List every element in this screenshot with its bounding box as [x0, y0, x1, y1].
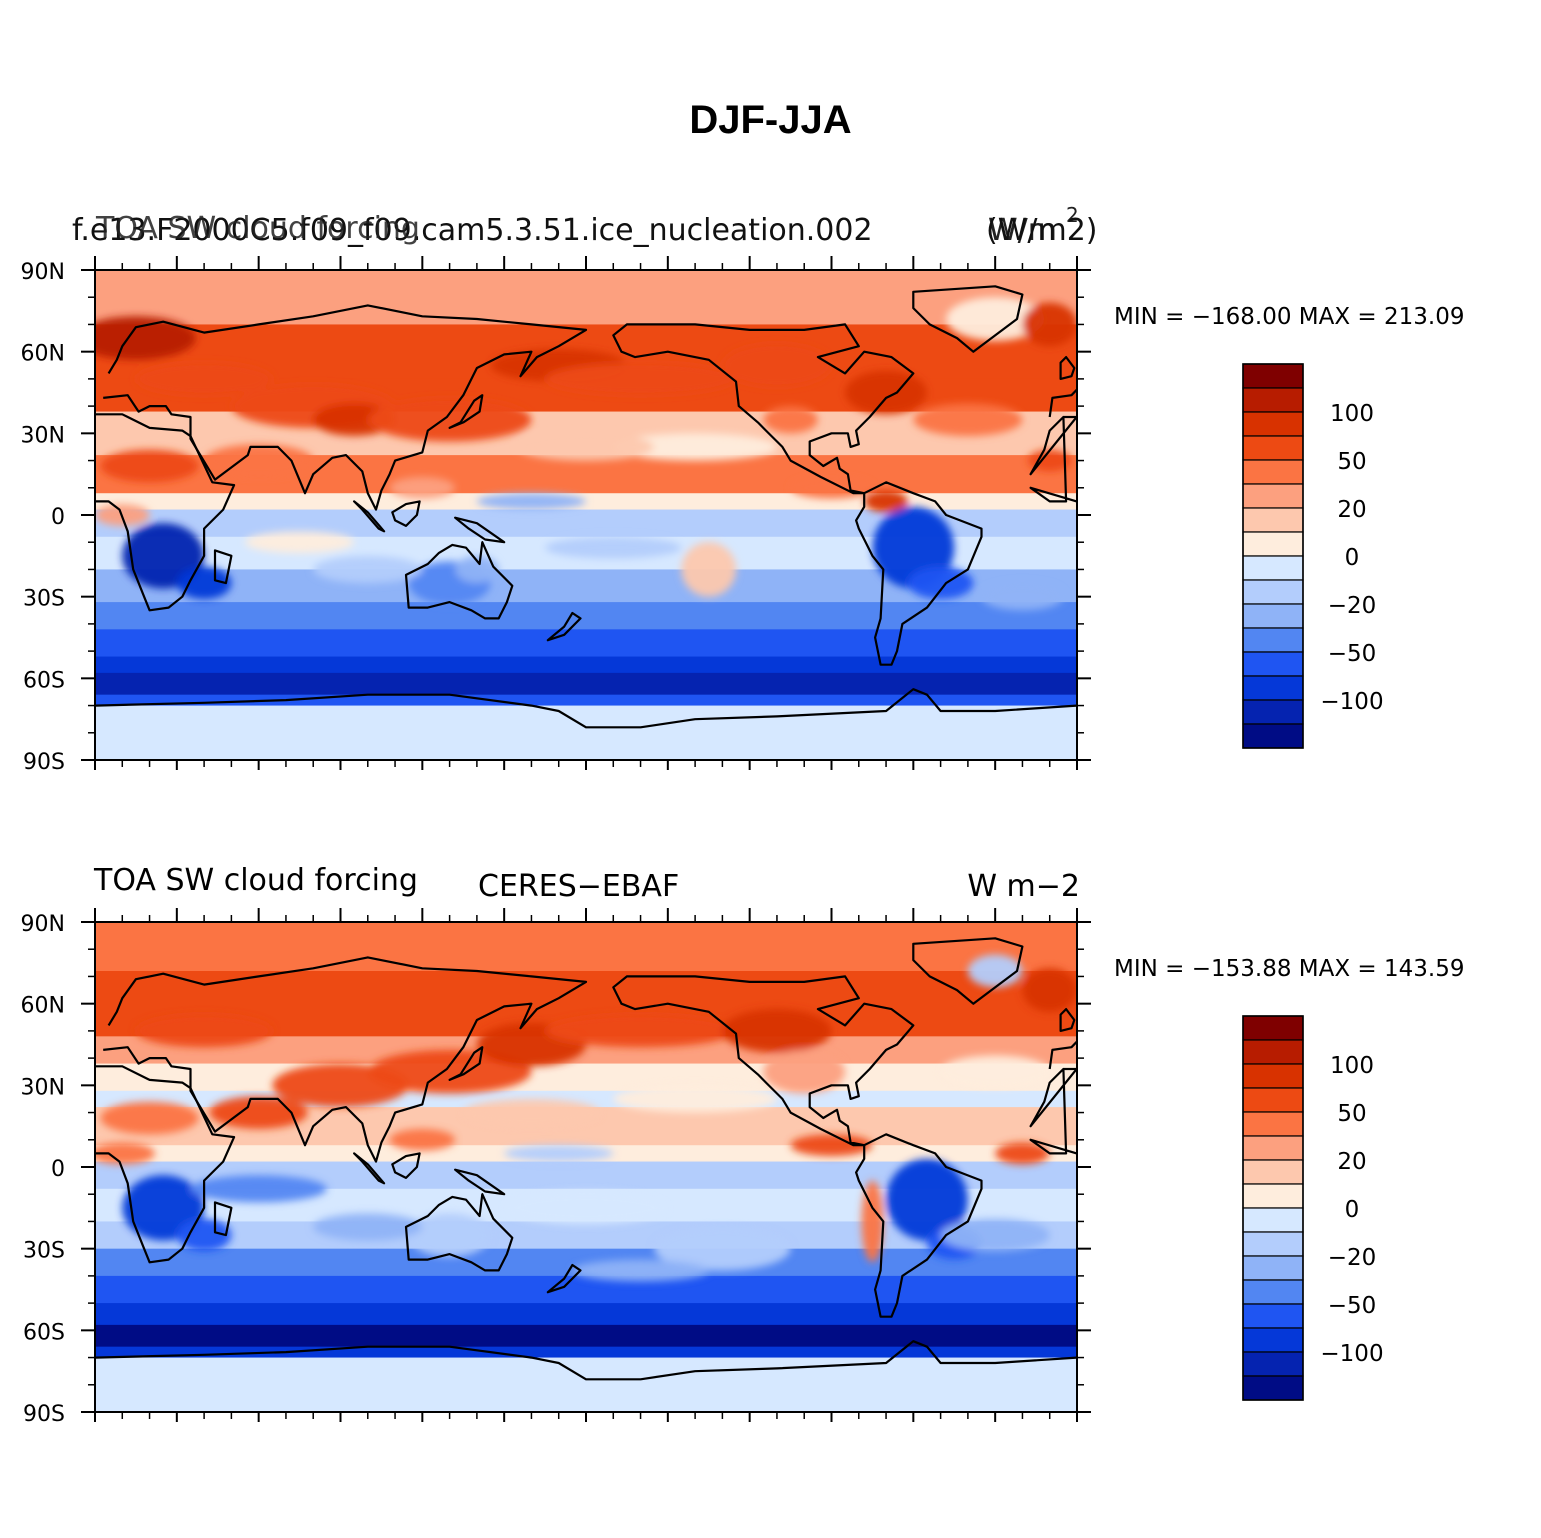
- lat-tick-label: 90N: [21, 260, 65, 285]
- panel-observation: 90N60N30N030S60S90S030E60E90E120E150E180…: [21, 863, 1465, 1422]
- colorbar-swatch: [1242, 675, 1304, 701]
- colorbar-swatch: [1242, 507, 1304, 533]
- colorbar-swatch: [1242, 627, 1304, 653]
- colorbar-label: 100: [1330, 401, 1374, 427]
- colorbar-swatch: [1242, 363, 1304, 389]
- colorbar-swatch: [1242, 723, 1304, 749]
- colorbar-swatch: [1242, 1087, 1304, 1113]
- lat-tick-label: 90N: [21, 912, 65, 937]
- colorbar-swatch: [1242, 1015, 1304, 1041]
- colorbar-swatch: [1242, 1255, 1304, 1281]
- center-title: CERES−EBAF: [478, 869, 679, 904]
- colorbar-swatch: [1242, 531, 1304, 557]
- colorbar-swatch: [1242, 1231, 1304, 1257]
- colorbar-label: 50: [1337, 1101, 1366, 1127]
- colorbar-swatch: [1242, 1039, 1304, 1065]
- right-title: (W/m2): [986, 213, 1098, 248]
- colorbar-swatch: [1242, 1351, 1304, 1377]
- lat-tick-label: 90S: [23, 750, 65, 770]
- colorbar-swatch: [1242, 555, 1304, 581]
- colorbar-label: −50: [1328, 1293, 1377, 1319]
- left-title: TOA SW cloud forcing: [93, 863, 418, 898]
- lat-tick-label: 30N: [21, 1075, 65, 1100]
- lat-tick-label: 60S: [23, 668, 65, 693]
- colorbar-swatch: [1242, 411, 1304, 437]
- colorbar-label: −20: [1328, 1245, 1377, 1271]
- lat-tick-label: 60N: [21, 342, 65, 367]
- colorbar-label: −20: [1328, 593, 1377, 619]
- lat-tick-label: 60S: [23, 1320, 65, 1345]
- min-max-text: MIN = −153.88 MAX = 143.59: [1114, 956, 1465, 982]
- colorbar-swatch: [1242, 1375, 1304, 1401]
- colorbar-swatch: [1242, 387, 1304, 413]
- colorbar-swatch: [1242, 435, 1304, 461]
- colorbar-label: −100: [1320, 1341, 1383, 1367]
- lat-tick-label: 30S: [23, 1239, 65, 1264]
- left-title: TOA SW cloud forcing: [95, 211, 420, 246]
- colorbar-swatch: [1242, 579, 1304, 605]
- colorbar-swatch: [1242, 1327, 1304, 1353]
- map-axes: 90N60N30N030S60S90S030E60E90E120E150E180…: [21, 256, 1091, 770]
- lat-tick-label: 30S: [23, 587, 65, 612]
- colorbar-swatch: [1242, 1279, 1304, 1305]
- colorbar-swatch: [1242, 1135, 1304, 1161]
- colorbar-label: −100: [1320, 689, 1383, 715]
- lat-tick-label: 60N: [21, 994, 65, 1019]
- min-max-text: MIN = −168.00 MAX = 213.09: [1114, 304, 1465, 330]
- page-title: DJF-JJA: [689, 98, 852, 142]
- center-title: f.e13.F2000C5.f09_f09.cam5.3.51.ice_nucl…: [72, 213, 873, 248]
- map-axes: 90N60N30N030S60S90S030E60E90E120E150E180…: [21, 908, 1091, 1422]
- right-title: W m−2: [967, 869, 1080, 904]
- units-overlap: W/m: [988, 213, 1057, 248]
- colorbar-label: 0: [1345, 1197, 1360, 1223]
- lat-tick-label: 30N: [21, 423, 65, 448]
- colorbar-label: 0: [1345, 545, 1360, 571]
- colorbar-swatch: [1242, 1159, 1304, 1185]
- colorbar-swatch: [1242, 603, 1304, 629]
- colorbar-label: 50: [1337, 449, 1366, 475]
- colorbar-swatch: [1242, 699, 1304, 725]
- map-area: [95, 270, 1077, 760]
- colorbar-swatch: [1242, 459, 1304, 485]
- colorbar-label: 20: [1337, 1149, 1366, 1175]
- colorbar-label: 20: [1337, 497, 1366, 523]
- colorbar-swatch: [1242, 1303, 1304, 1329]
- colorbar-label: −50: [1328, 641, 1377, 667]
- colorbar-swatch: [1242, 1063, 1304, 1089]
- panel-model: 90N60N30N030S60S90S030E60E90E120E150E180…: [21, 203, 1465, 770]
- units-sup: 2: [1066, 203, 1079, 227]
- map-area: [95, 922, 1077, 1412]
- colorbar-label: 100: [1330, 1053, 1374, 1079]
- colorbar: 100 50 20 0 −20 −50 −100: [1242, 363, 1384, 749]
- lat-tick-label: 0: [51, 505, 65, 530]
- colorbar: 100 50 20 0 −20 −50 −100: [1242, 1015, 1384, 1401]
- colorbar-swatch: [1242, 651, 1304, 677]
- lat-tick-label: 90S: [23, 1402, 65, 1422]
- colorbar-swatch: [1242, 1183, 1304, 1209]
- lat-tick-label: 0: [51, 1157, 65, 1182]
- colorbar-swatch: [1242, 1207, 1304, 1233]
- colorbar-swatch: [1242, 1111, 1304, 1137]
- colorbar-swatch: [1242, 483, 1304, 509]
